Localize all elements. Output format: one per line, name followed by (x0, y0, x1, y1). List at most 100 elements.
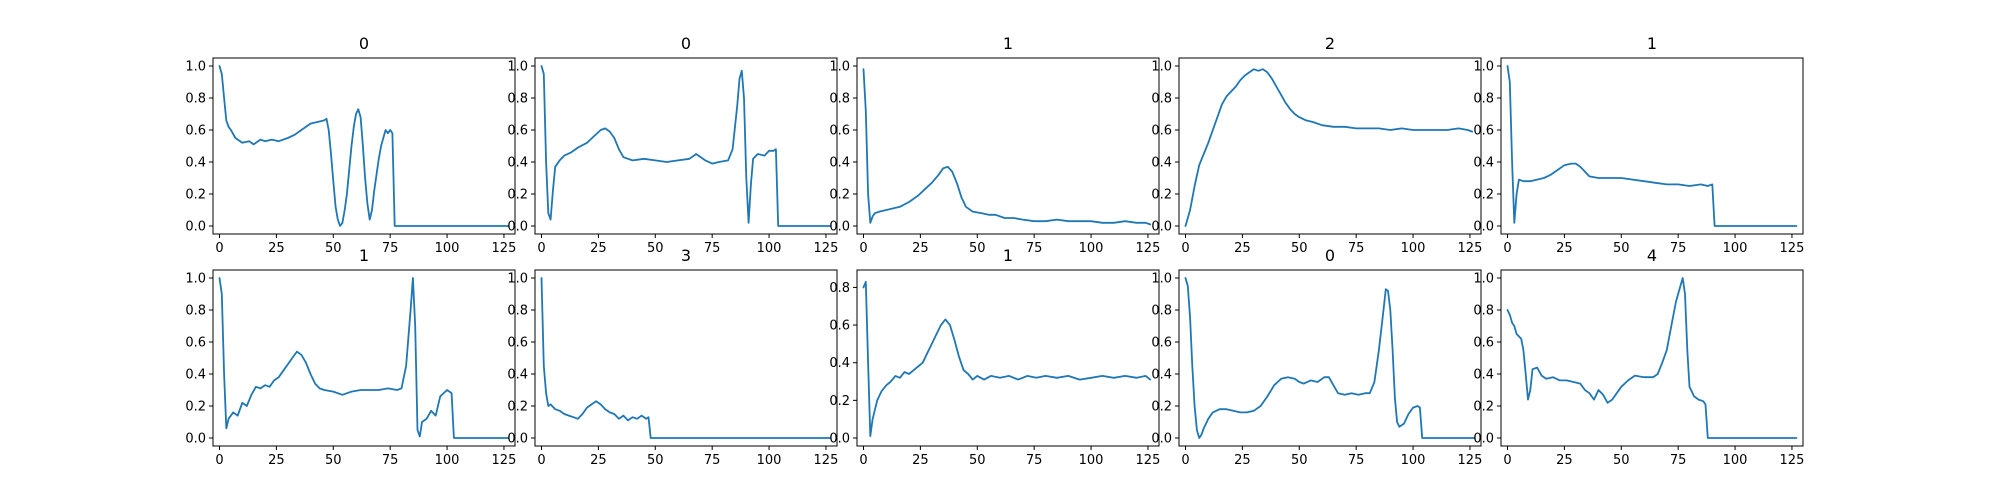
y-tick-label: 0.4 (507, 156, 528, 171)
data-line (218, 65, 510, 227)
x-tick-label: 50 (969, 453, 986, 468)
x-tick-label: 50 (325, 453, 342, 468)
subplot-title: 0 (1325, 246, 1335, 265)
x-tick-label: 125 (1458, 241, 1483, 256)
axes-frame (534, 57, 838, 235)
x-tick-label: 75 (704, 453, 721, 468)
subplot-9: 0 0 25 50 75 100 125 0.0 0.2 0.4 0.6 0.8 1.0 (1151, 246, 1482, 468)
x-tick-label: 50 (1613, 453, 1630, 468)
y-tick-label: 1.0 (507, 272, 528, 287)
subplot-title: 1 (359, 246, 369, 265)
y-tick-label: 0.6 (507, 336, 528, 351)
x-tick-label: 0 (1503, 453, 1511, 468)
x-tick-label: 125 (1780, 241, 1805, 256)
x-tick-label: 0 (859, 241, 867, 256)
x-tick-label: 50 (325, 241, 342, 256)
x-tick-label: 100 (757, 241, 782, 256)
x-tick-label: 50 (1291, 453, 1308, 468)
data-line (540, 277, 832, 439)
x-tick-label: 25 (268, 453, 285, 468)
axes-frame (212, 57, 516, 235)
y-tick-label: 0.0 (507, 220, 528, 235)
y-tick-label: 0.0 (1473, 220, 1494, 235)
x-tick-label: 0 (537, 241, 545, 256)
axes-frame (1500, 269, 1804, 447)
x-tick-label: 75 (1670, 241, 1687, 256)
y-tick-label: 0.4 (1473, 156, 1494, 171)
x-tick-label: 125 (814, 453, 839, 468)
x-tick-label: 75 (382, 241, 399, 256)
x-tick-label: 25 (590, 453, 607, 468)
subplot-title: 0 (681, 34, 691, 53)
y-tick-label: 0.0 (185, 432, 206, 447)
y-tick-label: 0.8 (507, 92, 528, 107)
y-tick-label: 0.4 (1151, 156, 1172, 171)
x-tick-label: 0 (215, 453, 223, 468)
subplot-title: 1 (1647, 34, 1657, 53)
x-tick-label: 75 (1348, 453, 1365, 468)
y-tick-label: 0.8 (1151, 92, 1172, 107)
y-tick-label: 0.0 (829, 220, 850, 235)
x-tick-label: 0 (1181, 453, 1189, 468)
y-tick-label: 0.4 (829, 156, 850, 171)
x-tick-label: 100 (1079, 241, 1104, 256)
y-tick-label: 0.6 (185, 124, 206, 139)
y-tick-label: 0.4 (185, 156, 206, 171)
axes-frame (1178, 57, 1482, 235)
subplot-8: 1 0 25 50 75 100 125 0.0 0.2 0.4 0.6 0.8 (829, 246, 1160, 468)
x-tick-label: 100 (1079, 453, 1104, 468)
x-tick-label: 125 (492, 453, 517, 468)
y-tick-label: 0.0 (829, 432, 850, 447)
y-tick-label: 0.6 (1151, 336, 1172, 351)
y-tick-label: 1.0 (507, 60, 528, 75)
x-tick-label: 0 (1503, 241, 1511, 256)
x-tick-label: 75 (1670, 453, 1687, 468)
x-tick-label: 75 (1026, 453, 1043, 468)
y-tick-label: 0.0 (185, 220, 206, 235)
y-tick-label: 0.6 (1473, 124, 1494, 139)
y-tick-label: 0.2 (1151, 188, 1172, 203)
y-tick-label: 0.8 (507, 304, 528, 319)
x-tick-label: 75 (1348, 241, 1365, 256)
data-line (1506, 277, 1798, 439)
x-tick-label: 100 (1401, 453, 1426, 468)
y-tick-label: 0.2 (507, 400, 528, 415)
x-tick-label: 100 (1723, 453, 1748, 468)
y-tick-label: 1.0 (1473, 60, 1494, 75)
subplot-1: 0 0 25 50 75 100 125 0.0 0.2 0.4 0.6 0.8 1.0 (185, 34, 516, 256)
subplot-title: 2 (1325, 34, 1335, 53)
y-tick-label: 0.6 (829, 319, 850, 334)
axes-frame (212, 269, 516, 447)
y-tick-label: 0.4 (507, 368, 528, 383)
y-tick-label: 0.0 (1151, 432, 1172, 447)
data-line (862, 68, 1152, 226)
subplot-7: 3 0 25 50 75 100 125 0.0 0.2 0.4 0.6 0.8 1.0 (507, 246, 838, 468)
subplot-title: 0 (359, 34, 369, 53)
y-tick-label: 1.0 (1473, 272, 1494, 287)
y-tick-label: 0.8 (829, 92, 850, 107)
data-line (1184, 277, 1476, 439)
x-tick-label: 25 (1556, 241, 1573, 256)
y-tick-label: 0.2 (829, 394, 850, 409)
y-tick-label: 0.6 (829, 124, 850, 139)
y-tick-label: 0.8 (185, 92, 206, 107)
x-tick-label: 50 (647, 241, 664, 256)
x-tick-label: 100 (435, 453, 460, 468)
y-tick-label: 0.2 (1473, 188, 1494, 203)
y-tick-label: 0.2 (1473, 400, 1494, 415)
y-tick-label: 0.6 (1473, 336, 1494, 351)
subplot-10: 4 0 25 50 75 100 125 0.0 0.2 0.4 0.6 0.8 1.0 (1473, 246, 1804, 468)
x-tick-label: 25 (590, 241, 607, 256)
x-tick-label: 125 (1458, 453, 1483, 468)
y-tick-label: 0.8 (829, 281, 850, 296)
y-tick-label: 0.0 (507, 432, 528, 447)
subplot-title: 3 (681, 246, 691, 265)
subplot-4: 2 0 25 50 75 100 125 0.0 0.2 0.4 0.6 0.8 1.0 (1151, 34, 1482, 256)
y-tick-label: 0.6 (507, 124, 528, 139)
x-tick-label: 50 (1613, 241, 1630, 256)
subplot-3: 1 0 25 50 75 100 125 0.0 0.2 0.4 0.6 0.8 1.0 (829, 34, 1160, 256)
x-tick-label: 125 (1136, 453, 1161, 468)
y-tick-label: 0.6 (1151, 124, 1172, 139)
y-tick-label: 0.2 (507, 188, 528, 203)
subplot-title: 4 (1647, 246, 1657, 265)
